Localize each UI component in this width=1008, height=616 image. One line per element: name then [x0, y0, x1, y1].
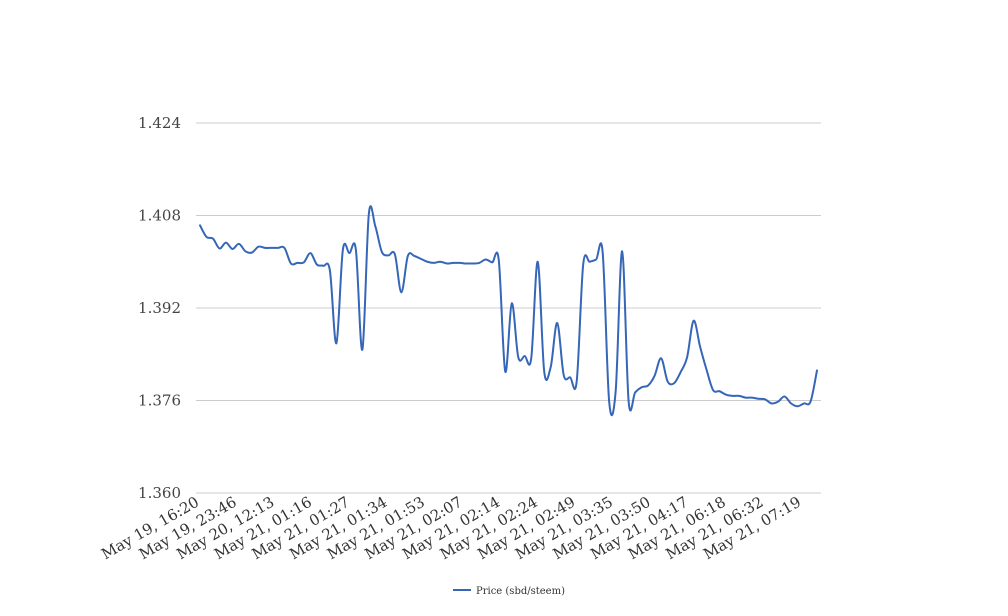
- y-tick-label: 1.392: [138, 299, 181, 317]
- legend-label: Price (sbd/steem): [476, 586, 565, 597]
- y-axis-ticks: 1.424 1.408 1.392 1.376 1.360: [138, 114, 181, 502]
- gridlines: [196, 122, 821, 494]
- y-tick-label: 1.408: [138, 207, 181, 225]
- series-lines: [199, 205, 818, 417]
- y-tick-label: 1.376: [138, 392, 181, 410]
- y-tick-label: 1.360: [138, 484, 181, 502]
- y-tick-label: 1.424: [138, 114, 181, 132]
- series-line-0: [199, 205, 818, 417]
- legend: Price (sbd/steem): [453, 586, 565, 597]
